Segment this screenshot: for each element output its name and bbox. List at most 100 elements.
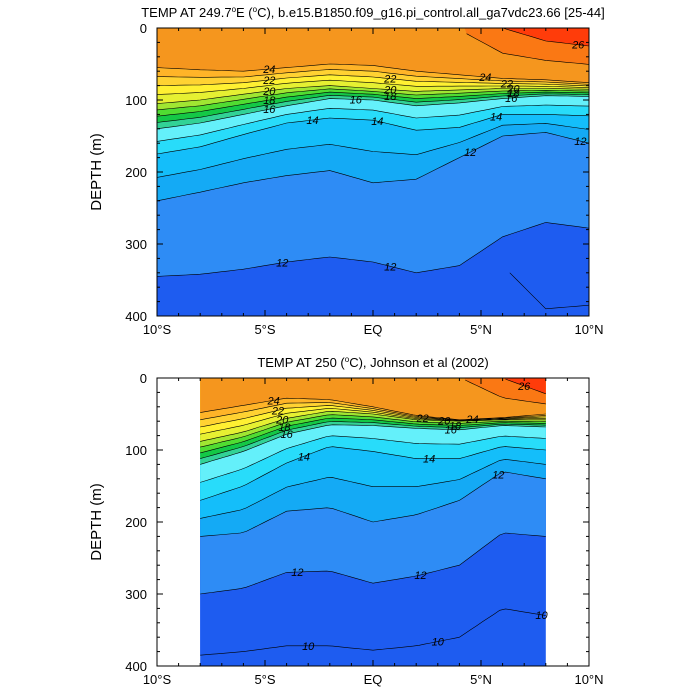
contour-label: 14 <box>298 451 310 463</box>
y-tick-label: 0 <box>140 371 147 386</box>
x-tick-label: 10°S <box>143 672 172 687</box>
contour-label: 18 <box>278 422 291 434</box>
contour-fill-model <box>157 28 589 316</box>
contour-lines-model <box>157 28 589 310</box>
contour-label: 24 <box>262 64 275 76</box>
x-tick-label: 10°N <box>574 672 603 687</box>
isotherm-21 <box>157 79 589 95</box>
y-tick-label: 200 <box>125 515 147 530</box>
y-tick-label: 100 <box>125 93 147 108</box>
isotherm-15 <box>157 104 589 142</box>
isotherm-20 <box>157 85 589 104</box>
contour-label: 12 <box>574 136 586 148</box>
y-tick-label: 400 <box>125 659 147 674</box>
contour-label: 22 <box>271 405 284 417</box>
contour-lines-observed <box>200 378 546 656</box>
isotherm-18 <box>200 417 546 454</box>
isotherm-23 <box>200 402 546 421</box>
y-tick-label: 400 <box>125 309 147 324</box>
contour-label: 12 <box>291 567 303 579</box>
isotherm-16 <box>157 95 589 130</box>
isotherm-17 <box>157 93 589 123</box>
contour-label: 12 <box>492 469 504 481</box>
isotherm-12 <box>200 471 546 537</box>
contour-label: 26 <box>571 40 585 52</box>
panel-observed-title: TEMP AT 250 (oC), Johnson et al (2002) <box>257 355 488 370</box>
isotherm-15 <box>200 435 546 483</box>
isotherm-13 <box>157 123 589 178</box>
contour-label: 22 <box>500 79 513 91</box>
isotherm-10 <box>200 608 546 656</box>
x-tick-label: 5°N <box>470 672 492 687</box>
contour-label: 12 <box>276 258 288 270</box>
contour-label: 12 <box>414 570 426 582</box>
contour-label: 12 <box>464 147 476 159</box>
x-tick-label: 5°S <box>254 322 275 337</box>
contour-label: 12 <box>384 261 396 273</box>
isotherm-25 <box>465 379 546 405</box>
contour-label: 20 <box>383 85 397 97</box>
isotherm-11 <box>200 532 546 595</box>
contour-label: 14 <box>490 111 502 123</box>
contour-label: 16 <box>445 425 458 437</box>
contour-label: 14 <box>306 115 318 127</box>
axes-model: 10°S 5°S EQ 5°N 10°N 0 100 200 300 400 <box>125 21 603 337</box>
x-tick-label: EQ <box>364 322 383 337</box>
contour-label: 26 <box>517 381 531 393</box>
panel-model: TEMP AT 249.7oE (oC), b.e15.B1850.f09_g1… <box>88 5 605 337</box>
isotherm-19 <box>200 414 546 448</box>
axes-observed: 10°S 5°S EQ 5°N 10°N 0 100 200 300 400 <box>125 371 603 687</box>
contour-label: 20 <box>506 83 520 95</box>
band-24 <box>200 378 546 420</box>
isotherm-10 <box>509 272 589 310</box>
contour-label: 22 <box>262 75 275 87</box>
band-26 <box>502 28 589 46</box>
x-tick-label: 5°N <box>470 322 492 337</box>
contour-label: 22 <box>416 413 429 425</box>
isotherm-12 <box>157 132 589 202</box>
isotherm-26 <box>505 378 546 395</box>
isotherm-20 <box>200 410 546 442</box>
contour-label: 24 <box>478 72 491 84</box>
contour-label: 16 <box>263 104 276 116</box>
isotherm-19 <box>157 88 589 111</box>
isotherm-26 <box>502 28 589 47</box>
contour-label: 14 <box>371 116 383 128</box>
isotherm-25 <box>466 33 589 65</box>
isotherm-22 <box>157 74 589 87</box>
isotherm-11 <box>157 222 589 277</box>
contour-label: 16 <box>505 93 518 105</box>
contour-label: 10 <box>432 637 445 649</box>
contour-label: 20 <box>262 86 276 98</box>
y-tick-label: 300 <box>125 587 147 602</box>
isotherm-14 <box>157 114 589 155</box>
isotherm-18 <box>157 91 589 117</box>
panel-model-title: TEMP AT 249.7oE (oC), b.e15.B1850.f09_g1… <box>141 5 605 20</box>
x-tick-label: 10°N <box>574 322 603 337</box>
isotherm-16 <box>200 424 546 465</box>
isotherm-21 <box>200 408 546 435</box>
contour-label: 18 <box>384 91 397 103</box>
x-tick-label: 5°S <box>254 672 275 687</box>
contour-label: 16 <box>350 94 363 106</box>
isotherm-24 <box>200 397 546 421</box>
y-tick-label: 300 <box>125 237 147 252</box>
contour-label: 20 <box>437 416 451 428</box>
panel-model-ylabel: DEPTH (m) <box>88 133 105 211</box>
isotherm-22 <box>200 405 546 428</box>
isotherm-17 <box>200 421 546 459</box>
contour-label: 16 <box>280 429 293 441</box>
contour-labels-model: 2422201816142220181614242220181614122612… <box>262 40 586 274</box>
contour-label: 10 <box>535 610 548 622</box>
contour-label: 22 <box>383 74 396 86</box>
panel-observed: TEMP AT 250 (oC), Johnson et al (2002) 2… <box>88 355 604 687</box>
x-tick-label: 10°S <box>143 322 172 337</box>
contour-fill-observed <box>200 378 546 666</box>
isotherm-23 <box>157 69 589 85</box>
isotherm-14 <box>200 446 546 501</box>
y-tick-label: 100 <box>125 443 147 458</box>
panel-observed-ylabel: DEPTH (m) <box>88 483 105 561</box>
contour-label: 10 <box>302 641 315 653</box>
contour-label: 20 <box>275 415 289 427</box>
